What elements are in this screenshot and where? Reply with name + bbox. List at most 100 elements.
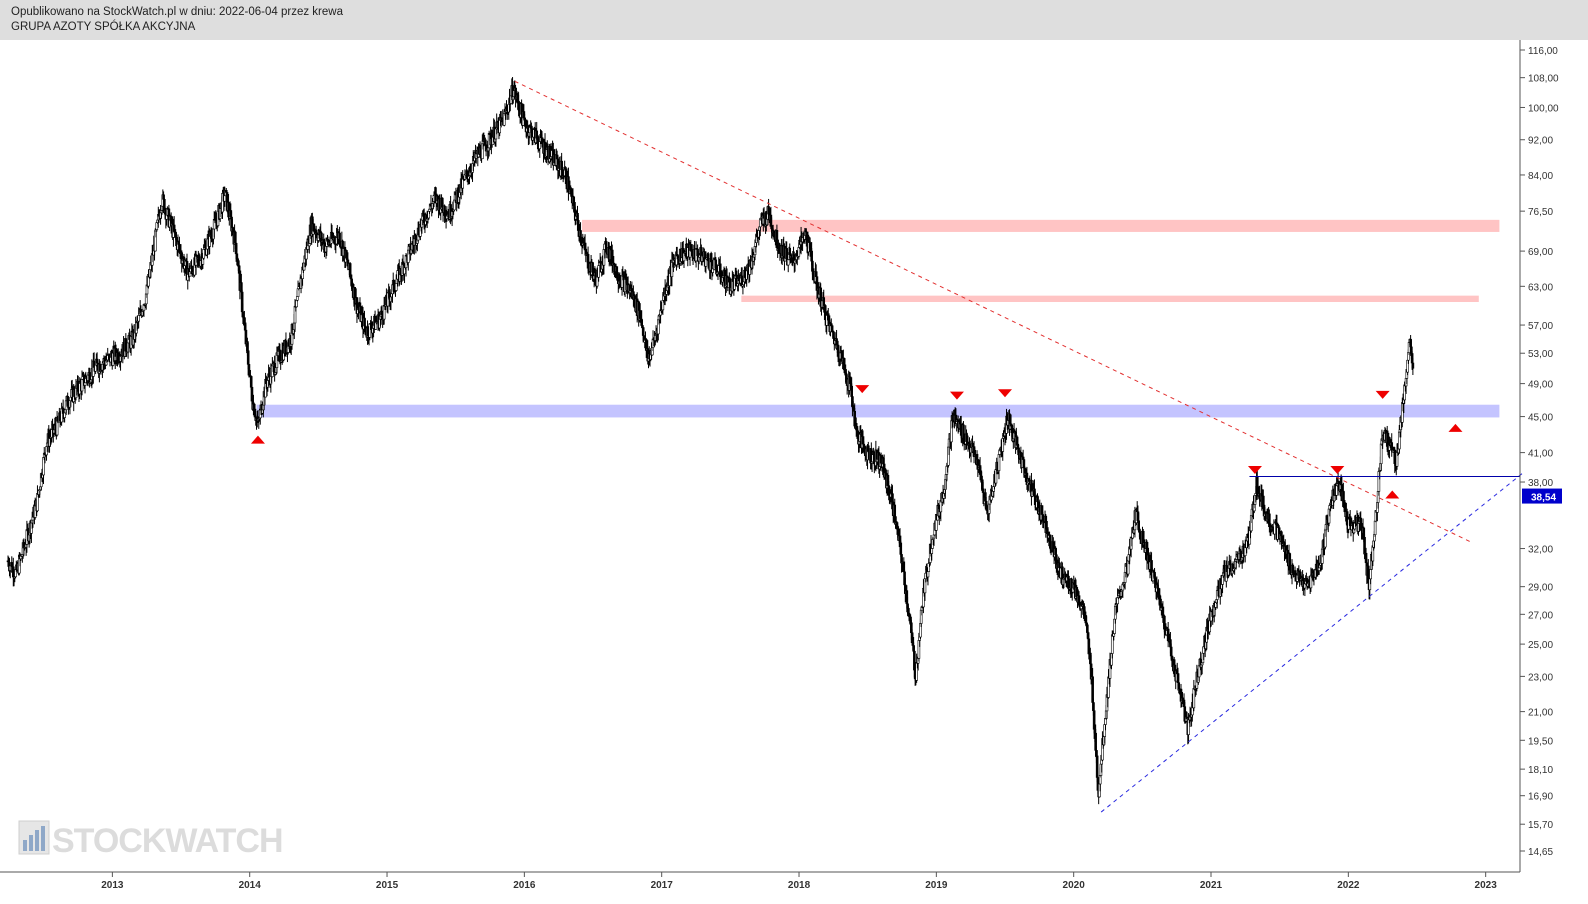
candle-body-1682 <box>1277 525 1280 529</box>
candle-body-1108 <box>843 364 847 374</box>
candle-body-943 <box>718 263 722 277</box>
stockwatch-watermark: STOCKWATCH <box>18 820 284 860</box>
candle-body-220 <box>172 224 176 232</box>
candle-body-1223 <box>930 548 934 554</box>
y-tick-label-8: 57,00 <box>1528 321 1553 332</box>
y-axis: 116,00 108,00 100,00 92,00 84,00 76,50 69,00 63… <box>1520 46 1559 858</box>
candle-body-782 <box>597 265 600 278</box>
up-arrow-icon-7 <box>1385 490 1400 499</box>
y-tick-label-3: 92,00 <box>1528 136 1553 147</box>
candle-body-301 <box>234 231 237 244</box>
x-tick-label-7: 2020 <box>1063 880 1086 891</box>
y-tick-label-0: 116,00 <box>1528 46 1558 57</box>
signal-markers <box>250 385 1463 499</box>
candle-body-453 <box>348 263 352 276</box>
candle-body-1804 <box>1369 569 1372 580</box>
x-tick-label-4: 2017 <box>651 880 674 891</box>
x-tick-label-0: 2013 <box>101 880 124 891</box>
candle-body-439 <box>338 232 341 245</box>
y-tick-label-4: 84,00 <box>1528 171 1553 182</box>
candle-body-758 <box>579 230 582 242</box>
candle-body-47 <box>42 457 45 476</box>
chart-axes: 116,00 108,00 100,00 92,00 84,00 76,50 69,00 63… <box>0 40 1562 891</box>
candlestick-series <box>6 77 1415 805</box>
down-arrow-icon-6 <box>1375 390 1390 399</box>
candle-body-1736 <box>1317 567 1321 571</box>
candle-body-1810 <box>1373 520 1377 535</box>
y-tick-label-22: 16,90 <box>1528 792 1553 803</box>
y-tick-label-18: 23,00 <box>1528 672 1553 683</box>
candle-body-1832 <box>1390 442 1394 448</box>
candle-body-259 <box>202 248 205 259</box>
x-tick-label-8: 2021 <box>1200 880 1223 891</box>
instrument-name: GRUPA AZOTY SPÓŁKA AKCYJNA <box>11 21 196 33</box>
published-info: Opublikowano na StockWatch.pl w dniu: 20… <box>11 6 343 18</box>
y-tick-label-7: 63,00 <box>1528 282 1553 293</box>
y-tick-label-9: 53,00 <box>1528 349 1553 360</box>
candle-body-1218 <box>926 571 930 578</box>
support-resistance-zones <box>256 219 1500 418</box>
x-tick-label-6: 2019 <box>925 880 948 891</box>
x-tick-label-1: 2014 <box>239 880 262 891</box>
up-arrow-icon-0 <box>250 435 265 444</box>
y-tick-label-6: 69,00 <box>1528 247 1553 258</box>
bar-chart-logo-icon <box>18 820 50 855</box>
y-tick-label-16: 27,00 <box>1528 610 1553 621</box>
x-tick-label-9: 2022 <box>1337 880 1360 891</box>
y-tick-label-11: 45,00 <box>1528 413 1553 424</box>
y-tick-label-14: 32,00 <box>1528 545 1553 556</box>
y-tick-label-10: 49,00 <box>1528 380 1553 391</box>
candle-body-383 <box>295 296 299 301</box>
zone-0 <box>582 219 1500 232</box>
down-arrow-icon-4 <box>1247 465 1262 474</box>
y-tick-label-5: 76,50 <box>1528 207 1553 218</box>
candle-body-1462 <box>1110 634 1114 654</box>
zone-1 <box>741 295 1479 302</box>
candle-body-1064 <box>810 250 813 262</box>
down-arrow-icon-1 <box>855 385 870 394</box>
y-tick-label-17: 25,00 <box>1528 640 1553 651</box>
y-tick-label-19: 21,00 <box>1528 708 1553 719</box>
y-tick-label-23: 15,70 <box>1528 820 1553 831</box>
candle-body-173 <box>137 315 140 322</box>
candle-body-98 <box>80 379 84 392</box>
candle-body-1570 <box>1192 688 1196 709</box>
y-tick-label-21: 18,10 <box>1528 765 1553 776</box>
candle-body-319 <box>247 364 251 376</box>
price-chart: STOCKWATCH 116,00 108,00 100,00 92,00 84,00 7… <box>0 40 1562 891</box>
up-arrow-icon-8 <box>1448 423 1463 432</box>
y-tick-label-12: 41,00 <box>1528 449 1553 460</box>
chart-header: Opublikowano na StockWatch.pl w dniu: 20… <box>0 0 1588 40</box>
candle-body-1759 <box>1335 485 1338 496</box>
y-tick-label-15: 29,00 <box>1528 583 1553 594</box>
candle-body-473 <box>363 325 367 329</box>
y-tick-label-2: 100,00 <box>1528 103 1559 114</box>
x-tick-label-2: 2015 <box>376 880 399 891</box>
candle-body-514 <box>394 283 398 291</box>
candle-body-955 <box>728 277 731 283</box>
candle-body-75 <box>63 412 66 418</box>
watermark-text: STOCKWATCH <box>52 822 283 860</box>
candle-body-287 <box>223 195 227 202</box>
x-tick-label-3: 2016 <box>513 880 536 891</box>
candle-body-1818 <box>1379 443 1383 465</box>
y-tick-label-13: 38,00 <box>1528 478 1553 489</box>
trend-lines <box>514 80 1525 813</box>
y-tick-label-20: 19,50 <box>1528 736 1553 747</box>
x-tick-label-5: 2018 <box>788 880 811 891</box>
x-axis: 2013 2014 2015 2016 2017 2018 2019 2020 2021 2022… <box>101 872 1497 891</box>
down-arrow-icon-2 <box>949 391 964 400</box>
candle-body-1577 <box>1197 665 1201 678</box>
y-tick-label-24: 14,65 <box>1528 847 1553 858</box>
down-arrow-icon-3 <box>998 389 1013 398</box>
candle-body-1860 <box>1411 362 1415 369</box>
candle-body-1796 <box>1363 536 1366 555</box>
trend-line-0 <box>514 80 1473 543</box>
zone-2 <box>256 404 1500 418</box>
candle-body-755 <box>576 220 580 231</box>
down-arrow-icon-5 <box>1330 465 1345 474</box>
candle-body-289 <box>224 190 228 193</box>
y-tick-label-1: 108,00 <box>1528 74 1559 85</box>
trend-line-1 <box>1100 471 1525 813</box>
last-price-badge: 38,54 <box>1522 488 1562 504</box>
